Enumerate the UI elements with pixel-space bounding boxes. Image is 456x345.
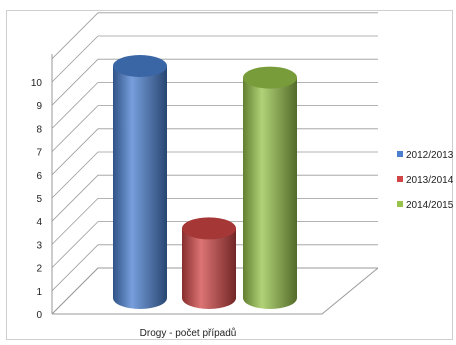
legend: 2012/2013 2013/2014 2014/2015 [397,150,454,211]
legend-swatch [397,151,403,157]
legend-label: 2013/2014 [406,175,454,186]
bar-top [182,217,236,240]
y-tick-label: 9 [36,101,42,112]
legend-label: 2014/2015 [406,200,454,211]
y-tick-label: 7 [36,148,42,159]
y-tick-label: 8 [36,124,42,135]
bar-top [243,66,297,89]
y-tick-label: 1 [36,287,42,298]
y-tick-label: 2 [36,264,42,275]
legend-swatch [397,176,403,182]
y-tick-label: 0 [36,310,42,321]
bar-top [113,55,167,77]
y-tick-label: 5 [36,194,42,205]
bar-2012-2013 [113,55,167,309]
bar-2014-2015 [243,66,297,309]
gridline [51,58,378,106]
chart-frame [6,10,453,340]
y-tick-label: 3 [36,240,42,251]
legend-swatch [397,201,403,207]
bar-body [243,77,297,309]
bar-body [113,66,167,309]
bar-2013-2014 [182,217,236,309]
x-axis-labels: Drogy - počet případů [140,327,237,339]
bars [113,55,297,309]
y-tick-label: 10 [31,78,43,89]
y-tick-label: 4 [36,217,42,228]
floor-front-edge [52,267,379,315]
y-axis-ticks: 0 1 2 3 4 5 6 7 8 9 10 [31,78,43,321]
gridline [51,12,378,60]
gridline [51,35,378,83]
bar-body [182,228,236,309]
x-category-label: Drogy - počet případů [140,327,237,339]
y-tick-label: 6 [36,171,42,182]
legend-label: 2012/2013 [406,150,454,161]
